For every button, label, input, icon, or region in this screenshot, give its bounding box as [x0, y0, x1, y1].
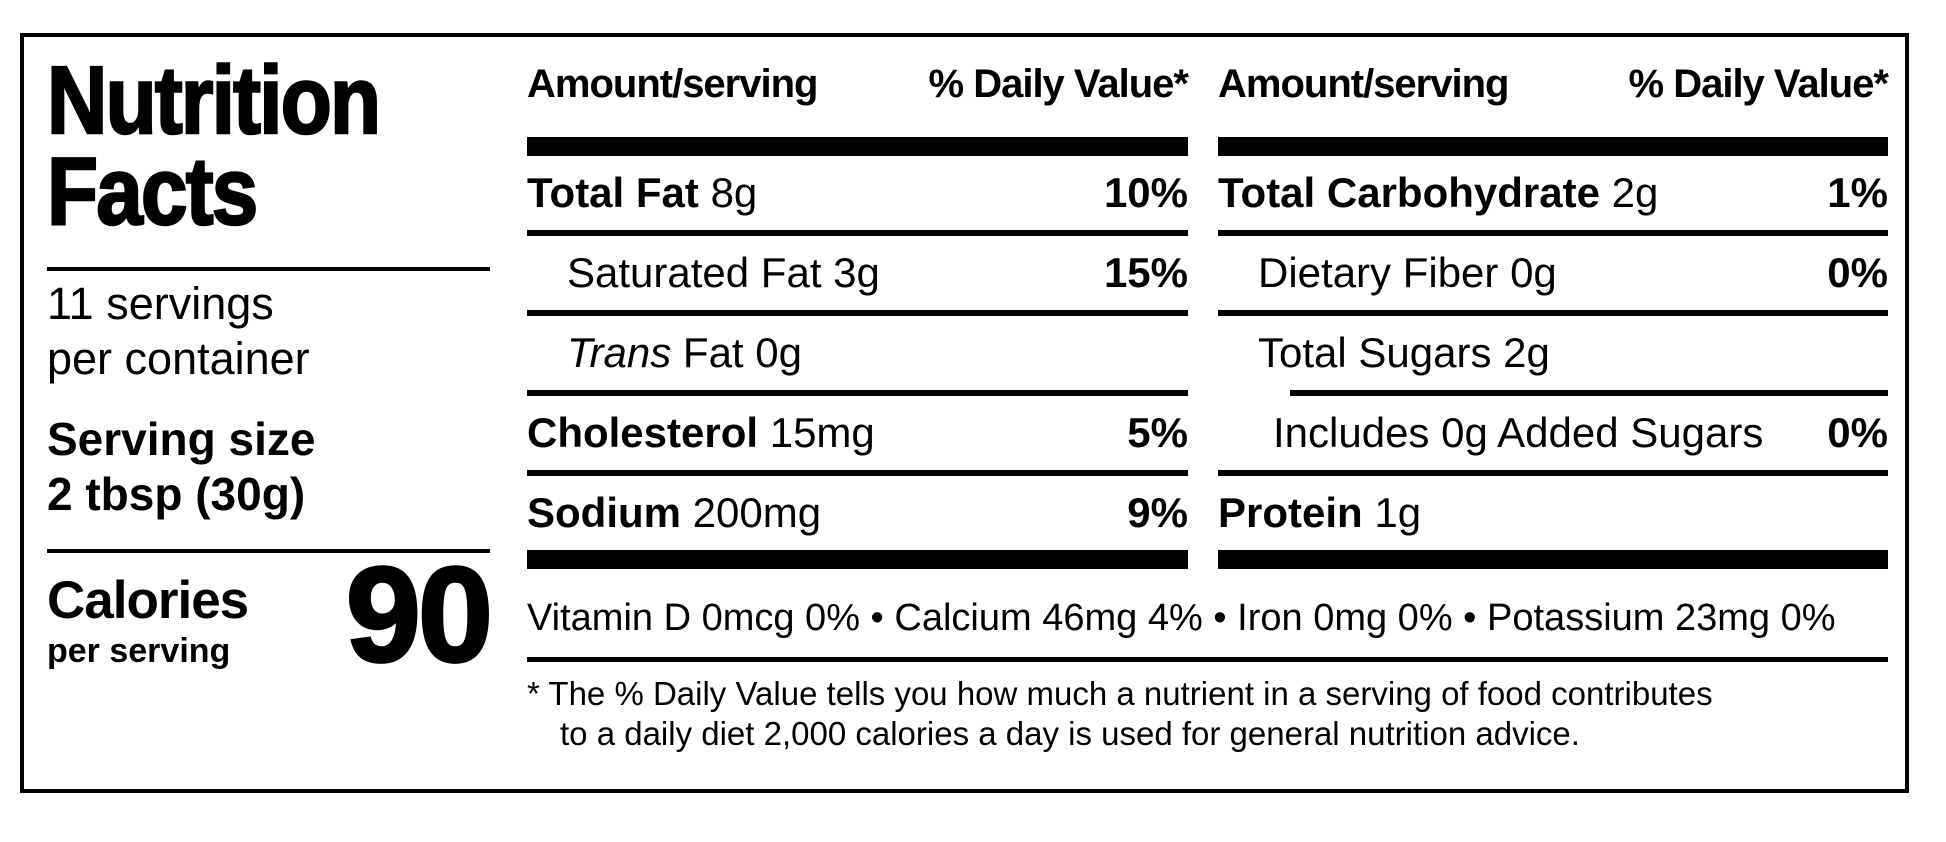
daily-value: 0%	[1827, 249, 1888, 296]
nutrient-row-dietary-fiber: Dietary Fiber 0g 0%	[1218, 236, 1888, 316]
nutrient-amount: 2g	[1503, 329, 1550, 376]
nutrient-panel-2: Amount/serving % Daily Value* Total Carb…	[1218, 37, 1889, 569]
daily-value-footnote: * The % Daily Value tells you how much a…	[527, 662, 1888, 755]
nutrient-amount: 1g	[1374, 489, 1422, 536]
nutrient-row-saturated-fat: Saturated Fat 3g 15%	[527, 236, 1188, 316]
daily-value: 1%	[1827, 169, 1888, 216]
nutrient-amount: Fat 0g	[682, 329, 802, 376]
nutrient-name: Trans	[567, 329, 672, 376]
servings-per-container: 11 servings per container	[47, 277, 310, 387]
daily-value: 15%	[1103, 249, 1188, 296]
thick-bar	[527, 550, 1188, 569]
nutrient-amount: 8g	[710, 169, 758, 216]
daily-value: 0%	[1827, 409, 1888, 456]
footnote-line2: to a daily diet 2,000 calories a day is …	[560, 715, 1580, 753]
nutrient-row-trans-fat: Trans Fat 0g	[527, 316, 1188, 396]
nutrient-name: Includes 0g Added Sugars	[1273, 409, 1764, 456]
nutrient-row-total-carbohydrate: Total Carbohydrate 2g 1%	[1218, 156, 1888, 236]
amount-per-serving-header: Amount/serving	[1218, 62, 1509, 106]
bottom-section: Vitamin D 0mcg 0% • Calcium 46mg 4% • Ir…	[527, 578, 1888, 755]
label-title-line1: Nutrition	[46, 47, 382, 154]
nutrient-panel-1: Amount/serving % Daily Value* Total Fat …	[527, 37, 1189, 569]
calories-sublabel: per serving	[47, 632, 231, 670]
nutrient-row-total-fat: Total Fat 8g 10%	[527, 156, 1188, 236]
divider	[527, 657, 1888, 662]
label-title-line2: Facts	[46, 138, 259, 246]
serving-size-value: 2 tbsp (30g)	[47, 468, 306, 521]
nutrient-name: Total Sugars	[1258, 329, 1492, 376]
nutrient-name: Sodium	[527, 489, 681, 536]
nutrient-amount: 2g	[1611, 169, 1659, 216]
nutrient-name: Dietary Fiber	[1258, 249, 1499, 296]
nutrient-name: Total Fat	[527, 169, 699, 216]
nutrient-name: Total Carbohydrate	[1218, 169, 1600, 216]
nutrient-name: Saturated Fat	[567, 249, 822, 296]
daily-value: 5%	[1127, 409, 1188, 456]
daily-value: 9%	[1127, 489, 1188, 536]
servings-line2: per container	[47, 332, 310, 384]
divider	[47, 267, 490, 271]
nutrient-row-total-sugars: Total Sugars 2g	[1218, 316, 1888, 390]
panel2-header: Amount/serving % Daily Value*	[1218, 37, 1889, 137]
servings-line1: 11 servings	[47, 278, 274, 329]
nutrient-row-cholesterol: Cholesterol 15mg 5%	[527, 396, 1188, 476]
label-title: Nutrition Facts	[46, 47, 432, 246]
indented-divider	[1290, 390, 1888, 396]
thick-bar	[1218, 137, 1888, 156]
thick-bar	[527, 137, 1188, 156]
nutrient-amount: 3g	[833, 249, 880, 296]
calories-words: Calories per serving	[47, 560, 249, 670]
thick-bar	[1218, 550, 1888, 569]
micronutrients-line: Vitamin D 0mcg 0% • Calcium 46mg 4% • Ir…	[527, 597, 1836, 639]
serving-size-label: Serving size	[47, 413, 316, 465]
calories-block: Calories per serving 90	[47, 539, 495, 690]
divider	[47, 549, 490, 553]
nutrient-name: Cholesterol	[527, 409, 759, 456]
nutrient-amount: 0g	[1510, 249, 1557, 296]
serving-size: Serving size 2 tbsp (30g)	[47, 412, 315, 522]
summary-column: Nutrition Facts 11 servings per containe…	[46, 47, 495, 683]
nutrient-name: Protein	[1218, 489, 1363, 536]
daily-value-header: % Daily Value*	[928, 62, 1189, 106]
nutrient-row-sodium: Sodium 200mg 9%	[527, 476, 1188, 550]
calories-value: 90	[344, 539, 494, 690]
daily-value: 10%	[1103, 169, 1188, 216]
nutrient-amount: 15mg	[769, 409, 875, 456]
panel1-header: Amount/serving % Daily Value*	[527, 37, 1189, 137]
daily-value-header: % Daily Value*	[1628, 62, 1889, 106]
nutrition-facts-label: Nutrition Facts 11 servings per containe…	[20, 33, 1909, 793]
nutrient-row-added-sugars: Includes 0g Added Sugars 0%	[1218, 396, 1888, 476]
amount-per-serving-header: Amount/serving	[527, 62, 818, 106]
footnote-line1: * The % Daily Value tells you how much a…	[527, 675, 1713, 712]
nutrient-row-protein: Protein 1g	[1218, 476, 1888, 550]
calories-label: Calories	[47, 571, 249, 630]
nutrient-amount: 200mg	[692, 489, 822, 536]
